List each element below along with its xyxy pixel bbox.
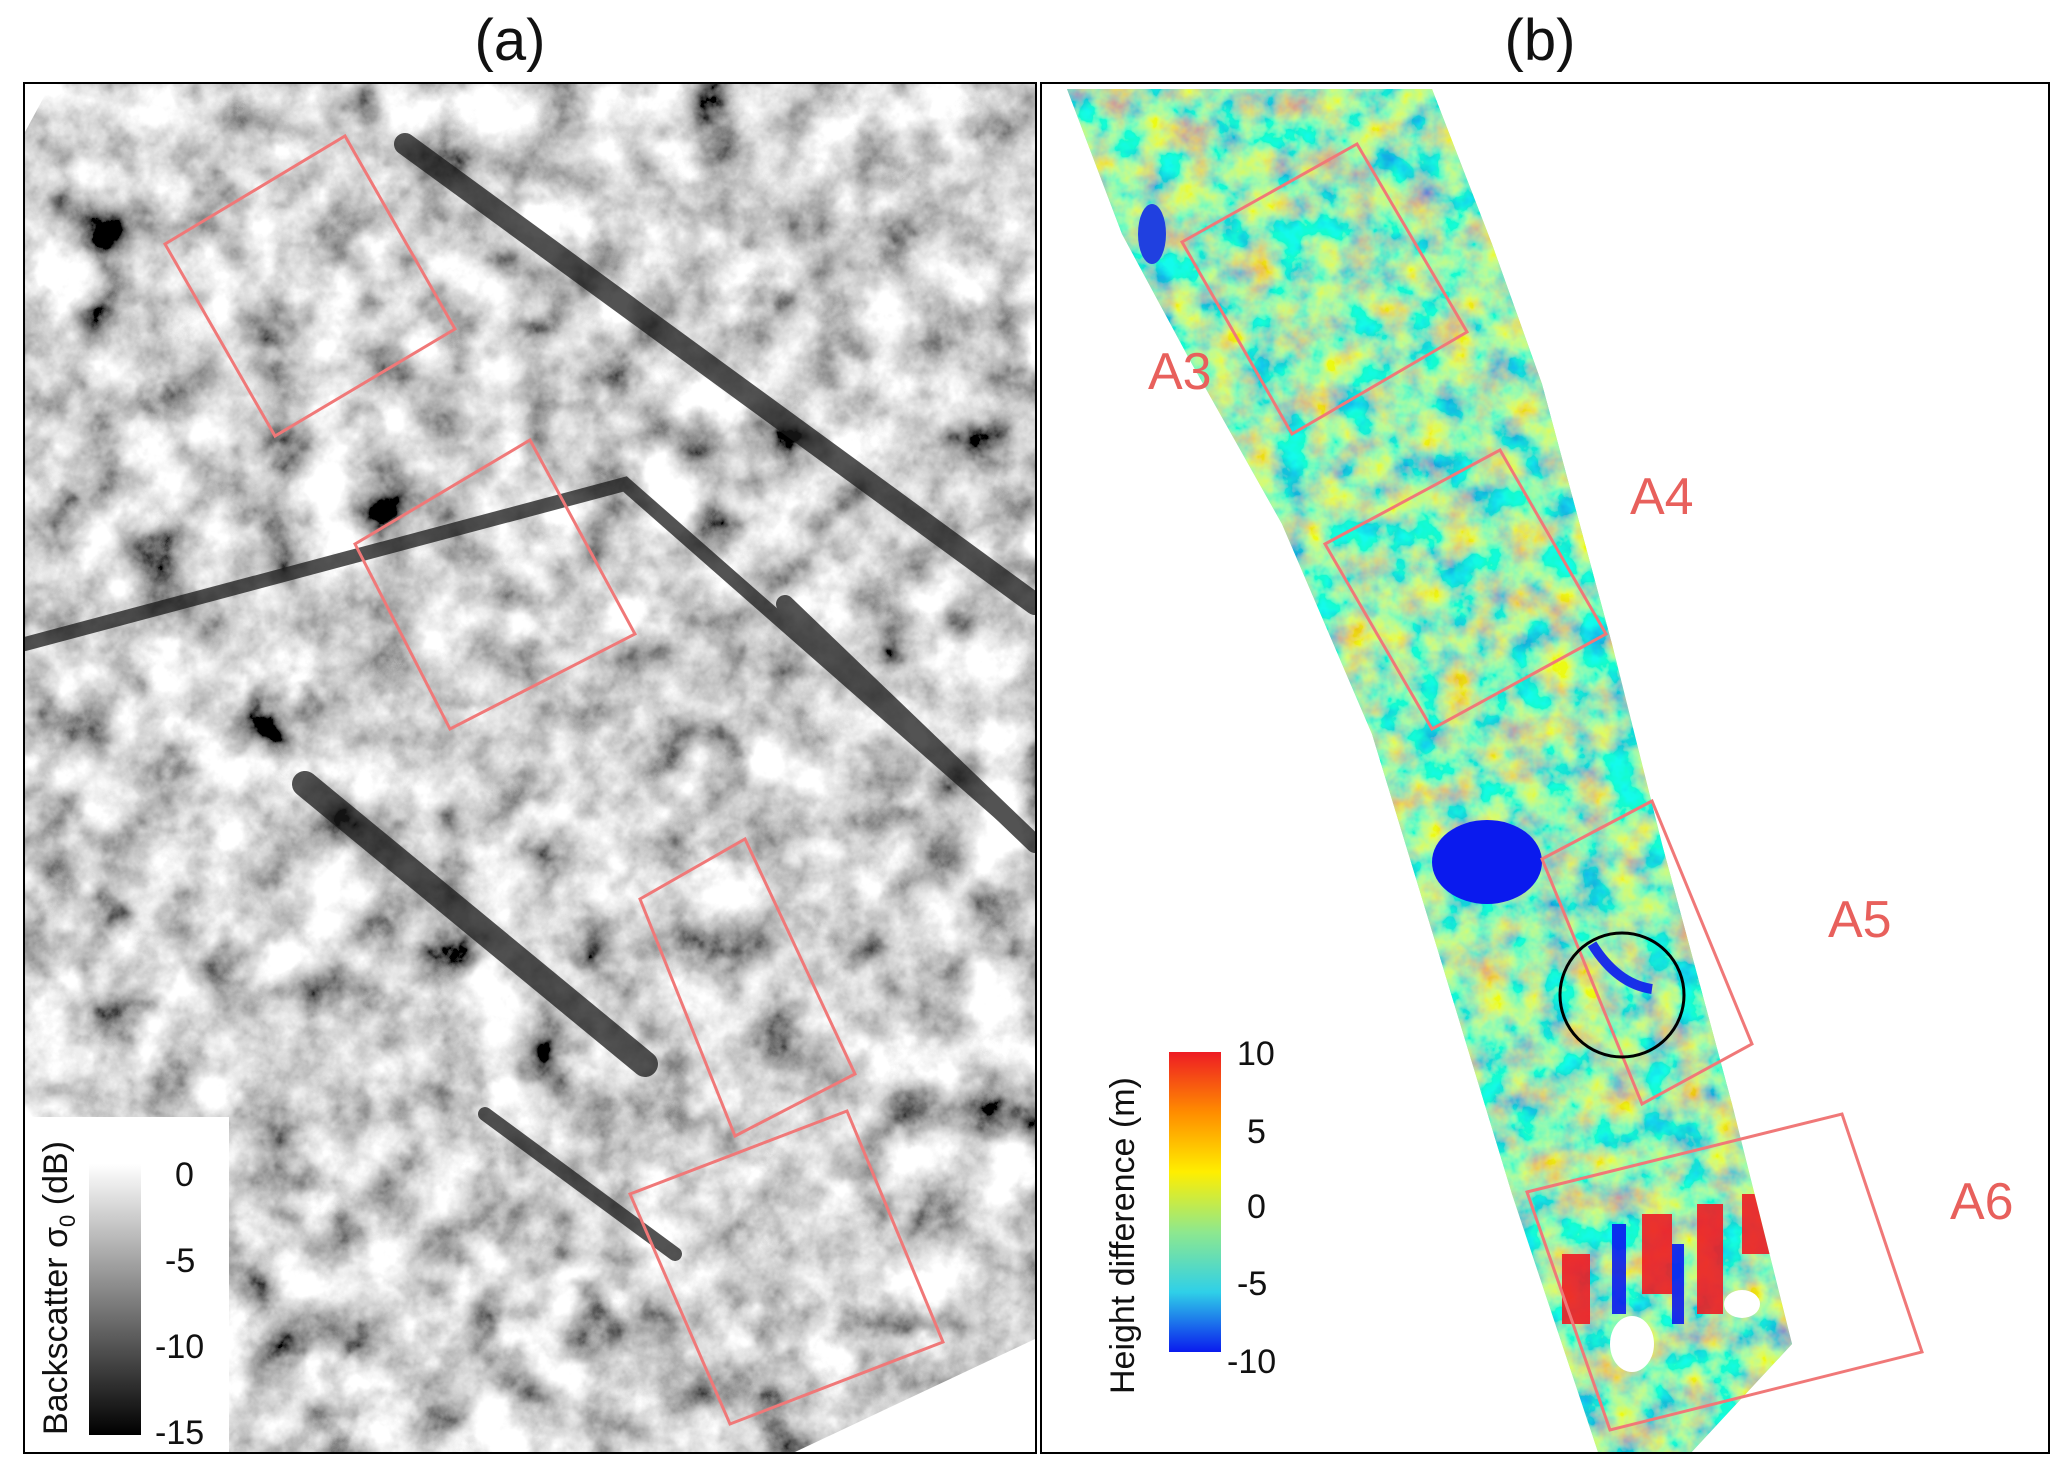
area-box-a5-a [638,836,857,1139]
area-box-a4-a [353,437,638,732]
height-colorbar-gradient [1169,1052,1221,1352]
panel-a-title: (a) [474,8,546,73]
area-label-a4: A4 [1630,468,1694,526]
height-colorbar-label: Height difference (m) [1104,1077,1142,1394]
height-tick-minus5: -5 [1237,1265,1268,1303]
backscatter-colorbar: 0 -5 -10 -15 Backscatter σ0 (dB) [25,1117,229,1452]
area-box-a5-b [1540,798,1754,1107]
area-boxes-b [1179,141,1924,1432]
area-label-a3: A3 [1148,343,1212,401]
height-tick-10: 10 [1237,1035,1275,1073]
feature-circle [1558,931,1686,1059]
backscatter-image-panel: 0 -5 -10 -15 Backscatter σ0 (dB) [23,82,1037,1454]
height-difference-panel: 10 5 0 -5 -10 Height difference (m) [1040,82,2050,1454]
area-box-a6-b [1525,1112,1924,1432]
area-box-a4-b [1322,447,1609,732]
backscatter-tick-minus5: -5 [165,1242,196,1280]
height-tick-5: 5 [1247,1113,1266,1151]
area-box-a3-a [162,133,458,439]
backscatter-colorbar-label: Backscatter σ0 (dB) [37,1141,80,1435]
height-tick-minus10: -10 [1227,1343,1277,1381]
area-box-a6-a [627,1109,945,1426]
area-boxes-a [162,133,945,1426]
area-label-a5: A5 [1828,891,1892,949]
area-label-a6: A6 [1950,1173,2014,1231]
backscatter-tick-0: 0 [175,1156,194,1194]
panel-b-title: (b) [1504,8,1576,73]
backscatter-tick-minus15: -15 [155,1414,205,1452]
height-tick-0: 0 [1247,1188,1266,1226]
backscatter-tick-minus10: -10 [155,1328,205,1366]
backscatter-colorbar-gradient [89,1164,141,1435]
area-box-a3-b [1179,141,1470,437]
